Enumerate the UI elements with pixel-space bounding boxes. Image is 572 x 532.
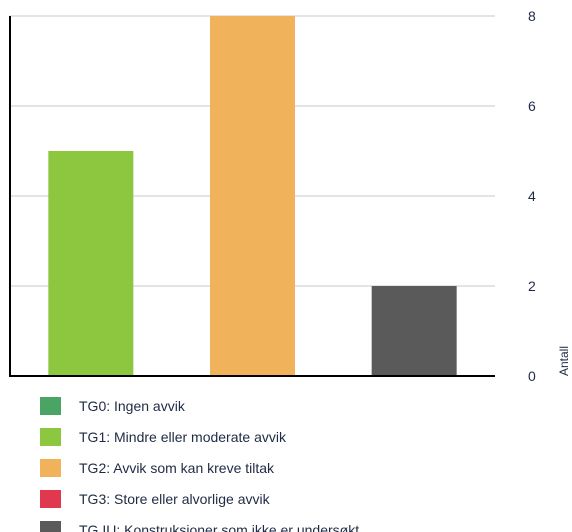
bar-tg1 (48, 151, 134, 376)
axes (9, 16, 495, 377)
bar-tg-iu (371, 286, 457, 376)
legend-swatch (40, 428, 61, 446)
y-tick-labels: 0 2 4 6 8 (528, 8, 536, 384)
y-tick-label: 6 (528, 98, 536, 114)
legend-item: TG3: Store eller alvorlige avvik (40, 489, 560, 509)
y-tick-label: 4 (528, 188, 536, 204)
legend-item: TG0: Ingen avvik (40, 396, 560, 416)
y-tick-label: 8 (528, 8, 536, 24)
legend-label: TG0: Ingen avvik (79, 398, 185, 414)
legend-item: TG IU: Konstruksjoner som ikke er unders… (40, 520, 560, 532)
bar-tg2 (210, 16, 295, 376)
legend-item: TG2: Avvik som kan kreve tiltak (40, 458, 560, 478)
y-tick-label: 2 (528, 278, 536, 294)
legend-swatch (40, 397, 61, 415)
legend-swatch (40, 521, 61, 532)
y-axis-title: Antall (557, 346, 571, 376)
legend-item: TG1: Mindre eller moderate avvik (40, 427, 560, 447)
legend-label: TG2: Avvik som kan kreve tiltak (79, 460, 275, 476)
bar-chart: 0 2 4 6 8 Antall (9, 8, 571, 384)
bars (48, 16, 457, 376)
y-tick-label: 0 (528, 368, 536, 384)
legend: TG0: Ingen avvik TG1: Mindre eller modera… (40, 396, 560, 532)
legend-swatch (40, 459, 61, 477)
legend-label: TG IU: Konstruksjoner som ikke er unders… (79, 522, 360, 532)
legend-label: TG3: Store eller alvorlige avvik (79, 491, 270, 507)
legend-swatch (40, 490, 61, 508)
legend-label: TG1: Mindre eller moderate avvik (79, 429, 286, 445)
